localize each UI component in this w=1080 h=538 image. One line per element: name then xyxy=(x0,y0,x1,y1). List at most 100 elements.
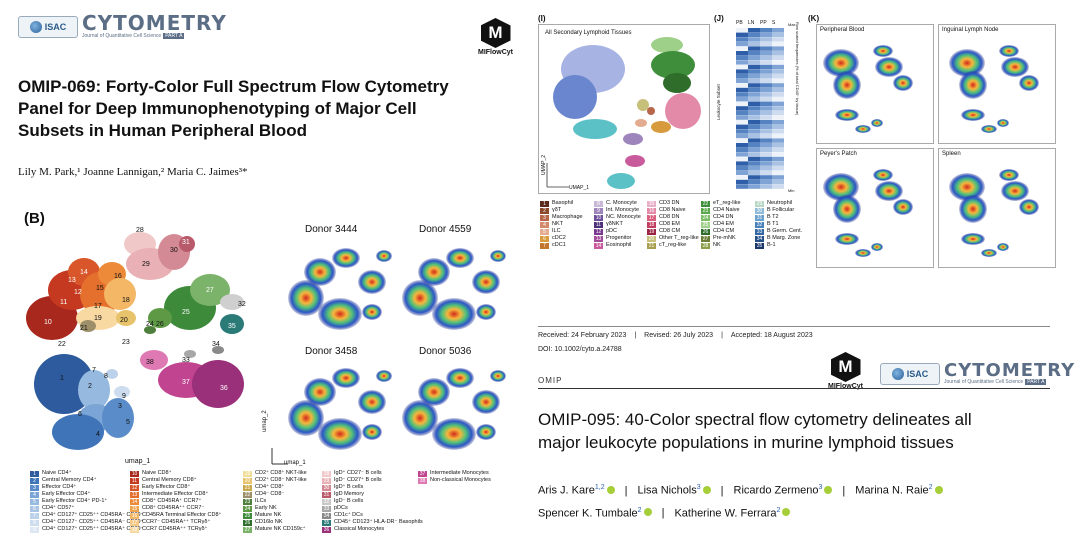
authors-right: Aris J. Kare1,2 | Lisa Nichols3 | Ricardo Ze… xyxy=(538,478,1058,523)
orcid-icon[interactable] xyxy=(702,485,711,494)
author-name[interactable]: Lisa Nichols3 xyxy=(637,478,711,501)
cluster-label: 12 xyxy=(74,289,82,296)
author-affiliation[interactable]: 2 xyxy=(928,484,933,491)
miflowcyt-logo-right: M MIFlowCyt xyxy=(828,352,863,390)
heatmap-cell xyxy=(772,46,784,51)
legend-right-col3: 15 CD3 DN 16 CD8 Naive 17 CD8 DN 18 CD8 EM 19 CD8… xyxy=(647,200,699,249)
author-name[interactable]: Marina N. Raie2 xyxy=(855,478,943,501)
legend-swatch: 29 xyxy=(322,477,331,484)
orcid-icon[interactable] xyxy=(643,508,652,517)
legend-label: Macrophage xyxy=(552,214,583,220)
heatmap-cell xyxy=(772,92,784,97)
legend-item: 12 Early Effector CD8⁺ xyxy=(130,484,221,491)
orcid-icon[interactable] xyxy=(934,485,943,494)
legend-left-col3: 19 CD2⁺ CD8⁺ NKT-like 20 CD2⁺ CD8⁻ NKT-like… xyxy=(243,470,307,533)
legend-swatch: 35 xyxy=(755,242,764,249)
heatmap-cell xyxy=(772,147,784,152)
k-density-blob xyxy=(835,233,859,245)
umap-cluster-blob xyxy=(144,326,156,334)
heatmap-cell xyxy=(760,110,772,116)
heatmap-cell xyxy=(772,101,784,106)
heatmap-cell xyxy=(760,152,772,157)
legend-item: 23 CD4 Naive xyxy=(701,207,741,214)
author-affiliation[interactable]: 3 xyxy=(696,484,701,491)
heatmap-cell xyxy=(748,175,760,180)
heatmap-side-label: Leukocyte Subset xyxy=(716,84,721,120)
heatmap-cell xyxy=(736,120,748,125)
legend-label: C. Monocyte xyxy=(606,200,637,206)
journal-part: PART A xyxy=(1025,379,1047,385)
legend-right-col5: 29 Neutrophil 30 B Follicular 31 B T2 32 B T1 33… xyxy=(755,200,802,249)
doi[interactable]: DOI: 10.1002/cyto.a.24788 xyxy=(538,346,622,353)
k-density-blob xyxy=(1001,57,1029,77)
legend-label: eT_reg-like xyxy=(713,200,741,206)
legend-item: 29 IgD⁻ CD27⁺ B cells xyxy=(322,477,423,484)
k-density-blob xyxy=(1001,181,1029,201)
k-density-blob xyxy=(893,199,913,215)
author-affiliation[interactable]: 2 xyxy=(776,506,781,514)
heatmap-panel-j: PB LN PP S xyxy=(724,20,784,194)
legend-label: NK xyxy=(713,242,721,248)
legend-label: Eosinophil xyxy=(606,242,632,248)
heatmap-cell xyxy=(772,83,784,88)
cluster-label: 37 xyxy=(182,379,190,386)
umap-cluster-blob xyxy=(140,350,168,370)
legend-swatch: 23 xyxy=(243,498,252,505)
legend-item: 12 pDC xyxy=(594,228,641,235)
cluster-label: 5 xyxy=(126,419,130,426)
legend-swatch: 8 xyxy=(30,519,39,526)
legend-swatch: 37 xyxy=(418,470,427,477)
legend-swatch: 12 xyxy=(130,484,139,491)
legend-swatch: 6 xyxy=(540,235,549,242)
author-name[interactable]: Katherine W. Ferrara2 xyxy=(674,501,791,524)
heatmap-cell xyxy=(760,74,772,79)
heatmap-cell xyxy=(772,37,784,42)
legend-swatch: 30 xyxy=(755,207,764,214)
received-date: Received: 24 February 2023 xyxy=(538,332,627,339)
legend-label: CD16lo NK xyxy=(255,519,283,525)
heat-col-header: PP xyxy=(760,20,767,26)
donor-title: Donor 5036 xyxy=(419,346,472,357)
legend-label: IgD Memory xyxy=(334,491,364,497)
cluster-label: 4 xyxy=(96,431,100,438)
cluster-label: 22 xyxy=(58,341,66,348)
legend-item: 20 Other T_reg-like xyxy=(647,235,699,242)
donor-title: Donor 4559 xyxy=(419,224,472,235)
author-name[interactable]: Ricardo Zermeno3 xyxy=(734,478,833,501)
heatmap-cell xyxy=(772,51,784,56)
legend-label: B T2 xyxy=(767,214,779,220)
legend-swatch: 23 xyxy=(701,207,710,214)
orcid-icon[interactable] xyxy=(782,508,791,517)
legend-swatch: 19 xyxy=(647,228,656,235)
umap-i-blob xyxy=(647,107,655,115)
heatmap-cell xyxy=(760,28,772,33)
legend-swatch: 9 xyxy=(594,207,603,214)
orcid-icon[interactable] xyxy=(824,485,833,494)
heatmap-cell xyxy=(748,124,760,129)
legend-item: 19 CD2⁺ CD8⁺ NKT-like xyxy=(243,470,307,477)
legend-label: B T1 xyxy=(767,221,779,227)
cluster-label: 21 xyxy=(80,325,88,332)
legend-left-col1: 1 Naive CD4⁺ 2 Central Memory CD4⁺ 3 Effector… xyxy=(30,470,143,533)
k-density-blob xyxy=(855,125,871,133)
author-affiliation[interactable]: 2 xyxy=(637,506,642,514)
cluster-label: 13 xyxy=(68,277,76,284)
heatmap-cell xyxy=(760,60,772,65)
author-affiliation[interactable]: 3 xyxy=(818,484,823,491)
legend-item: 14 Eosinophil xyxy=(594,242,641,249)
heatmap-cell xyxy=(736,55,748,60)
legend-swatch: 3 xyxy=(30,484,39,491)
author-name[interactable]: Spencer K. Tumbale2 xyxy=(538,501,652,524)
heatmap-cell xyxy=(760,46,772,51)
legend-label: CD8 CM xyxy=(659,228,681,234)
cluster-label: 19 xyxy=(94,315,102,322)
k-panel-title: Peyer's Patch xyxy=(820,151,857,157)
cluster-label: 16 xyxy=(114,273,122,280)
heatmap-cell xyxy=(736,147,748,152)
legend-swatch: 16 xyxy=(130,512,139,519)
author-name[interactable]: Aris J. Kare1,2 xyxy=(538,478,615,501)
orcid-icon[interactable] xyxy=(606,485,615,494)
journal-part: PART A xyxy=(163,33,185,39)
legend-swatch: 15 xyxy=(130,505,139,512)
author-affiliation[interactable]: 1,2 xyxy=(594,484,605,491)
